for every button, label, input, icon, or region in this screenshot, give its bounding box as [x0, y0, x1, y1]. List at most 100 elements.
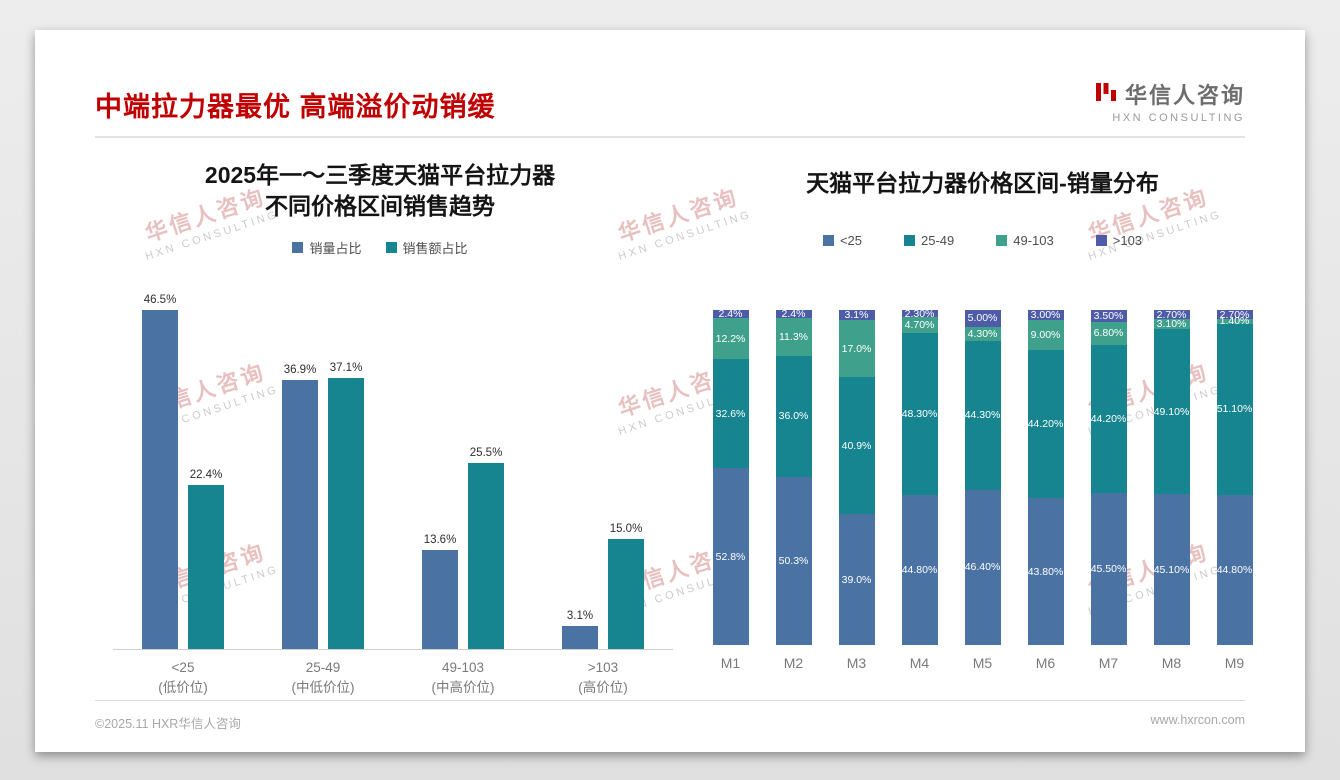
bar-segment: 2.70% [1216, 308, 1253, 321]
legend-label: 销量占比 [309, 241, 362, 257]
bar-segment: 3.1% [838, 309, 875, 321]
bar [328, 378, 364, 650]
segment-label: 43.80% [1027, 565, 1064, 578]
bar-segment: 4.30% [964, 326, 1001, 342]
bar-segment: 2.30% [901, 307, 938, 320]
right-chart-plot: 2.4% 12.2% 32.6% 52.8% 2.4% 11.3% 36.0% 50.3% 3.… [712, 307, 1253, 646]
segment-label: 2.70% [1156, 308, 1187, 321]
right-chart-xaxis: M1 M2 M3 M4 M5 M6 M7 M8 M9 [713, 655, 1253, 671]
bar-segment: 39.0% [838, 514, 875, 646]
segment-label: 2.70% [1219, 308, 1250, 321]
segment-label: 50.3% [778, 554, 809, 567]
stacked-bar: 2.30% 4.70% 48.30% 44.80% [901, 307, 938, 646]
bar-segment: 11.3% [775, 318, 812, 356]
bar-segment: 48.30% [901, 333, 938, 495]
legend-label: <25 [839, 233, 863, 249]
copyright-text: ©2025.11 HXR华信人咨询 [95, 717, 241, 731]
bar-value-label: 22.4% [189, 469, 223, 482]
segment-label: 5.00% [967, 312, 998, 325]
bar-segment: 3.50% [1090, 309, 1127, 322]
segment-label: 2.30% [904, 307, 935, 320]
company-logo: 华信人咨询 HXN CONSULTING [1094, 78, 1245, 124]
legend-item: 销量占比 [292, 238, 362, 257]
right-chart: 天猫平台拉力器价格区间-销量分布 <25 25-49 49-103 >103 2.4%… [695, 150, 1270, 671]
x-axis-label: M6 [1035, 655, 1056, 672]
segment-label: 45.10% [1153, 563, 1190, 576]
x-axis-label: <25 (低价位) [158, 660, 208, 696]
x-axis-label: >103 (高价位) [578, 660, 628, 696]
segment-label: 51.10% [1216, 403, 1253, 416]
slide: 华信人咨询 HXN CONSULTING 华信人咨询 HXN CONSULTING 华信… [35, 30, 1305, 752]
bar-segment: 17.0% [838, 320, 875, 378]
segment-label: 3.50% [1093, 309, 1124, 322]
bar [282, 380, 318, 650]
legend-item: 销售额占比 [385, 238, 468, 257]
segment-label: 48.30% [901, 408, 938, 421]
bar [422, 550, 458, 650]
logo-text-en: HXN CONSULTING [1112, 112, 1245, 124]
bar-segment: 2.70% [1153, 308, 1190, 321]
legend-swatch [385, 242, 397, 254]
left-chart-plot: 46.5% 22.4% 36.9% 37.1% 13.6% 25.5% 3.1% 15.0% [113, 285, 673, 651]
legend-label: 销售额占比 [402, 241, 468, 257]
bar [188, 485, 224, 650]
bar-value-label: 37.1% [329, 362, 363, 375]
bar-segment: 49.10% [1153, 329, 1190, 494]
right-chart-title: 天猫平台拉力器价格区间-销量分布 [806, 170, 1159, 196]
bar-segment: 46.40% [964, 489, 1001, 646]
segment-label: 3.10% [1156, 318, 1187, 331]
segment-label: 36.0% [778, 410, 809, 423]
legend-swatch [1095, 235, 1107, 247]
legend-item: 49-103 [996, 233, 1054, 248]
bar-group: 46.5% 22.4% [113, 294, 253, 650]
bar [468, 463, 504, 650]
legend-swatch [292, 242, 304, 254]
segment-label: 40.9% [841, 439, 872, 452]
right-chart-legend: <25 25-49 49-103 >103 [695, 233, 1270, 248]
bar-segment: 9.00% [1027, 320, 1064, 351]
stacked-bar: 2.4% 11.3% 36.0% 50.3% [775, 308, 812, 646]
segment-label: 17.0% [841, 342, 872, 355]
bar-segment: 2.4% [775, 308, 812, 321]
left-chart-legend: 销量占比 销售额占比 [95, 238, 665, 257]
x-axis-label: 25-49 (中低价位) [291, 660, 355, 696]
left-chart-title-line1: 2025年一～三季度天猫平台拉力器 [204, 162, 556, 188]
bar-segment: 51.10% [1216, 323, 1253, 495]
legend-item: 25-49 [904, 233, 954, 248]
legend-item: <25 [822, 233, 863, 249]
bar-segment: 52.8% [712, 468, 749, 646]
bar-value-label: 36.9% [283, 364, 317, 377]
bar-segment: 2.4% [712, 308, 749, 320]
left-chart-title: 2025年一～三季度天猫平台拉力器 不同价格区间销售趋势 [95, 160, 665, 222]
legend-swatch [822, 235, 834, 247]
bar-segment: 3.10% [1153, 318, 1190, 331]
stacked-bar: 2.70% 1.40% 51.10% 44.80% [1216, 308, 1253, 646]
x-axis-label: M4 [909, 655, 930, 672]
segment-label: 2.4% [781, 308, 806, 321]
bar-segment: 40.9% [838, 377, 875, 515]
x-axis-label: M2 [783, 655, 804, 672]
bar-segment: 3.00% [1027, 309, 1064, 322]
bar-segment: 32.6% [712, 358, 749, 469]
x-axis-label: M3 [846, 655, 867, 672]
stacked-bar: 2.70% 3.10% 49.10% 45.10% [1153, 308, 1190, 646]
bar-segment: 45.50% [1090, 492, 1127, 646]
bar-value-label: 15.0% [609, 523, 643, 536]
left-chart-xaxis: <25 (低价位) 25-49 (中低价位) 49-103 (中高价位) >103 (高价位) [113, 658, 673, 699]
logo-icon [1094, 80, 1118, 109]
bar-segment: 44.80% [1216, 494, 1253, 646]
segment-label: 3.00% [1030, 309, 1061, 322]
x-axis-label: M1 [720, 655, 741, 672]
x-axis-label: M7 [1098, 655, 1119, 672]
x-axis-label: M8 [1161, 655, 1182, 672]
segment-label: 9.00% [1030, 329, 1061, 342]
legend-swatch [904, 235, 916, 247]
stacked-bar: 3.00% 9.00% 44.20% 43.80% [1027, 309, 1064, 646]
bar-segment: 50.3% [775, 476, 812, 646]
bar-segment: 44.30% [964, 341, 1001, 490]
x-axis-label: M9 [1224, 655, 1245, 672]
segment-label: 44.20% [1027, 418, 1064, 431]
slide-title: 中端拉力器最优 高端溢价动销缓 [95, 92, 496, 122]
bar [562, 626, 598, 650]
bar-value-label: 3.1% [566, 610, 594, 623]
